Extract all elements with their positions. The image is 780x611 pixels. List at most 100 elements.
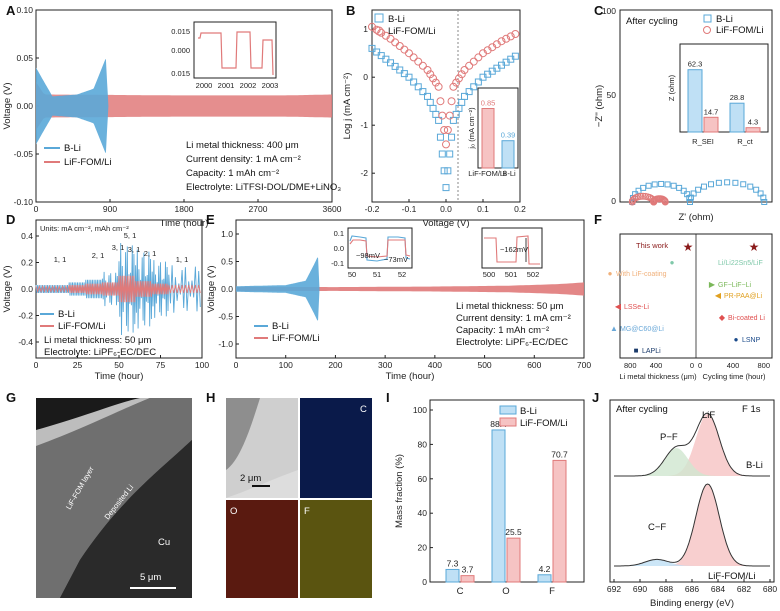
panel-f-xlabel-left: Li metal thickness (μm) [619, 372, 697, 381]
panel-b-point-b-li [405, 73, 413, 81]
panel-b-label: B [346, 3, 355, 18]
panel-d-rate-label: 2, 1 [92, 251, 105, 260]
panel-a-inset-xtick: 2003 [262, 81, 279, 90]
panel-c-inset-xlabel: R_SEI [692, 137, 714, 146]
panel-e-inset2-xtick: 501 [505, 270, 518, 279]
panel-c-inset-value: 28.8 [730, 93, 745, 102]
panel-c-inset-bar [687, 69, 703, 133]
panel-b-xtick: 0.0 [440, 204, 452, 214]
panel-f-marker-left: ◀ [615, 302, 622, 311]
panel-c-inset-value: 62.3 [688, 60, 703, 69]
panel-h-map-f [300, 500, 372, 598]
panel-b-point-lif [442, 140, 450, 149]
panel-b-ytick: -2 [360, 168, 368, 178]
panel-d-xtick: 0 [34, 360, 39, 370]
panel-f-this-work-label: This work [636, 241, 668, 250]
panel-f-method-label: LAPLi [642, 348, 661, 355]
panel-a-inset-ytick: 0.000 [171, 46, 190, 55]
panel-c-point-b-li [658, 180, 665, 187]
panel-b-point-lif [438, 111, 447, 120]
panel-f-xtick-left: 0 [690, 361, 694, 370]
panel-f-marker-right: ◆ [719, 313, 726, 322]
panel-e-inset1-ytick: 0.0 [334, 244, 344, 253]
panel-c-inset-bar [745, 127, 761, 133]
panel-a-xtick: 900 [103, 204, 117, 214]
panel-a-xtick: 2700 [249, 204, 268, 214]
panel-b-point-lif [457, 70, 466, 79]
panel-b-ytick: 0 [363, 72, 368, 82]
panel-b-point-b-li [400, 70, 408, 78]
panel-d-rate-label: 2, 1 [144, 249, 157, 258]
panel-d-rate-label: 3, 1 [112, 243, 125, 252]
panel-h-sem-shadow [226, 398, 260, 470]
panel-e-ytick: 0.0 [221, 284, 233, 294]
panel-h-map-c-label: C [360, 404, 367, 415]
panel-g-deposited-li [36, 398, 192, 598]
panel-f-marker-right: ● [734, 335, 739, 344]
panel-f-method-label: LSSe-Li [624, 304, 649, 311]
panel-a-xtick: 3600 [323, 204, 342, 214]
panel-e-inset1-annotation: ~73mV [384, 255, 408, 264]
panel-i-bar-value: 25.5 [505, 527, 522, 537]
panel-d-xlabel: Time (hour) [95, 371, 144, 382]
panel-b-ytick: -1 [360, 120, 368, 130]
panel-c-point-b-li [740, 181, 747, 188]
panel-e-inset2-xtick: 502 [527, 270, 540, 279]
panel-b-xlabel: Voltage (V) [423, 218, 470, 229]
panel-e-inset2-annotation: ~162mV [500, 245, 528, 254]
panel-b-point-b-li [444, 167, 452, 175]
panel-e-bli-series [236, 257, 320, 321]
panel-c-inset-xlabel: R_ct [737, 137, 753, 146]
panel-h-scale-text: 2 μm [240, 473, 261, 484]
panel-i-bar [491, 429, 506, 583]
panel-b-point-lif [391, 38, 400, 47]
panel-e-ytick: -0.5 [218, 312, 233, 322]
panel-b-point-b-li [426, 98, 434, 106]
panel-b-point-lif [436, 97, 445, 106]
panel-b-inset-xlabel: B-Li [502, 169, 516, 178]
panel-j-peak-cf: C−F [648, 522, 666, 533]
panel-e-inset2-frame [481, 227, 543, 269]
panel-f-method-label: With LiF-coating [616, 271, 667, 278]
panel-e-xtick: 100 [279, 360, 293, 370]
panel-c-point-lif [637, 192, 645, 200]
panel-h: H 2 μm C O F [206, 390, 372, 598]
panel-b-point-lif [497, 37, 506, 46]
panel-b-point-lif [434, 82, 443, 91]
panel-b-inset-frame [477, 87, 519, 169]
legend-swatch-lif [703, 26, 711, 34]
panel-c-xlabel: Z' (ohm) [678, 212, 713, 223]
panel-f-method-label: MG@C60@Li [620, 326, 664, 333]
panel-c-ytick: 100 [602, 6, 616, 16]
panel-b-xtick: -0.2 [365, 204, 380, 214]
panel-a-xtick: 0 [34, 204, 39, 214]
panel-i-bar-value: 3.7 [462, 565, 474, 575]
panel-b-point-lif [409, 53, 418, 62]
panel-f-marker-right: ◀ [715, 291, 722, 300]
panel-g: G LiF-FOM layer Deposited Li Cu 5 μm [6, 390, 192, 598]
panel-c-point-b-li [761, 199, 768, 205]
panel-f-method-label: PR-PAA@Li [724, 293, 763, 300]
panel-d-ytick: 0.2 [21, 258, 33, 268]
panel-c-point-b-li [700, 183, 707, 190]
panel-d-xtick: 100 [195, 360, 209, 370]
panel-c-point-b-li [753, 186, 760, 193]
panel-c-point-b-li [695, 186, 702, 193]
panel-f-label: F [594, 212, 602, 227]
panel-e-xtick: 200 [328, 360, 342, 370]
panel-e-inset1-frame [347, 227, 413, 269]
panel-c-inset-ylabel: Z (ohm) [667, 74, 676, 101]
panel-b-point-b-li [382, 55, 390, 63]
panel-d-rate-label: 5, 1 [124, 231, 137, 240]
panel-c-point-b-li [732, 179, 739, 186]
legend-label-lif: LiF-FOM/Li [64, 157, 112, 168]
panel-h-label: H [206, 390, 215, 405]
panel-j-region: F 1s [742, 404, 761, 415]
panel-i-bar [552, 459, 567, 583]
panel-c-point-b-li [715, 179, 722, 186]
panel-b-point-b-li [435, 116, 443, 124]
panel-b-point-lif [423, 66, 432, 74]
panel-b-point-lif [449, 82, 458, 91]
legend-label-lif: LiF-FOM/Li [58, 321, 106, 332]
panel-b-point-lif [511, 30, 520, 38]
